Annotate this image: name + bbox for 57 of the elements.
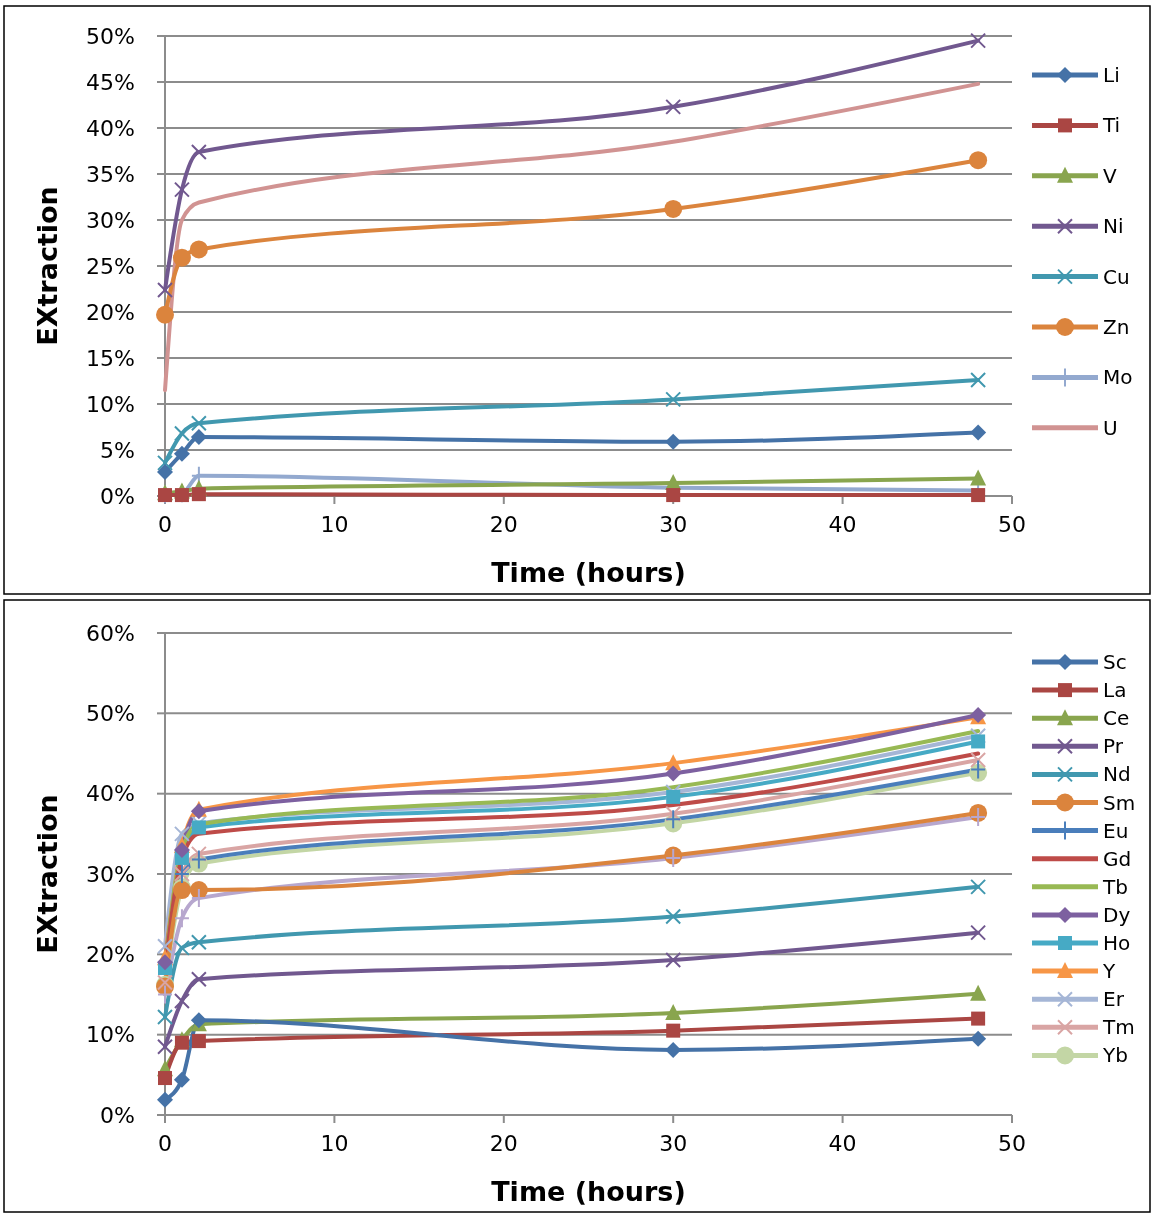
y-tick-label: 35%: [86, 161, 135, 187]
legend-label: Tm: [1102, 1015, 1135, 1040]
x-tick-label: 50: [998, 512, 1026, 537]
y-tick-label: 20%: [86, 299, 135, 325]
x-axis-title: Time (hours): [491, 1176, 686, 1207]
x-tick-label: 40: [828, 1131, 857, 1156]
legend-label: Eu: [1103, 818, 1129, 843]
x-tick-label: 30: [659, 1131, 688, 1156]
legend-label: Yb: [1102, 1043, 1128, 1068]
y-tick-label: 20%: [86, 942, 135, 968]
legend-label: Ho: [1103, 931, 1131, 955]
x-tick-label: 50: [998, 1131, 1026, 1156]
x-tick-label: 40: [828, 512, 857, 537]
y-tick-label: 25%: [86, 253, 135, 279]
y-tick-label: 45%: [86, 69, 135, 95]
legend-label: Zn: [1103, 315, 1130, 339]
legend-label: Sc: [1103, 650, 1127, 674]
x-tick-label: 20: [489, 1131, 518, 1156]
x-tick-label: 30: [659, 512, 688, 537]
y-tick-label: 15%: [86, 345, 135, 371]
x-tick-label: 10: [320, 1131, 349, 1156]
legend-label: Li: [1103, 63, 1120, 87]
legend-label: Y: [1102, 959, 1116, 984]
x-axis-title: Time (hours): [491, 557, 686, 588]
x-tick-label: 20: [489, 512, 518, 537]
legend-label: Tb: [1102, 874, 1128, 899]
y-axis-title: EXtraction: [32, 186, 63, 346]
legend-label: V: [1103, 163, 1117, 188]
legend-label: Ni: [1103, 214, 1124, 239]
y-axis-title: EXtraction: [32, 794, 63, 954]
legend-label: U: [1103, 415, 1118, 440]
legend-label: Er: [1103, 987, 1125, 1012]
y-tick-label: 10%: [86, 1022, 135, 1048]
y-tick-label: 10%: [86, 391, 135, 417]
y-tick-label: 0%: [100, 483, 135, 509]
legend-label: Pr: [1103, 734, 1124, 759]
y-tick-label: 40%: [86, 781, 135, 807]
legend-label: Mo: [1103, 365, 1133, 390]
y-tick-label: 50%: [86, 701, 135, 727]
y-tick-label: 40%: [86, 115, 135, 141]
y-tick-label: 50%: [86, 23, 135, 49]
legend-label: Nd: [1103, 762, 1131, 787]
legend-label: Cu: [1103, 264, 1130, 289]
legend-label: Sm: [1103, 790, 1136, 815]
x-tick-label: 0: [158, 512, 172, 537]
legend-label: Gd: [1103, 846, 1132, 871]
legend-label: Dy: [1103, 902, 1131, 927]
x-tick-label: 10: [320, 512, 349, 537]
y-tick-label: 60%: [86, 620, 135, 646]
x-tick-label: 0: [158, 1131, 172, 1156]
legend-label: Ce: [1103, 706, 1130, 731]
y-tick-label: 0%: [100, 1102, 135, 1128]
legend-label: Ti: [1102, 113, 1121, 138]
y-tick-label: 30%: [86, 861, 135, 887]
y-tick-label: 30%: [86, 207, 135, 233]
legend-label: La: [1103, 678, 1127, 703]
y-tick-label: 5%: [100, 437, 135, 463]
